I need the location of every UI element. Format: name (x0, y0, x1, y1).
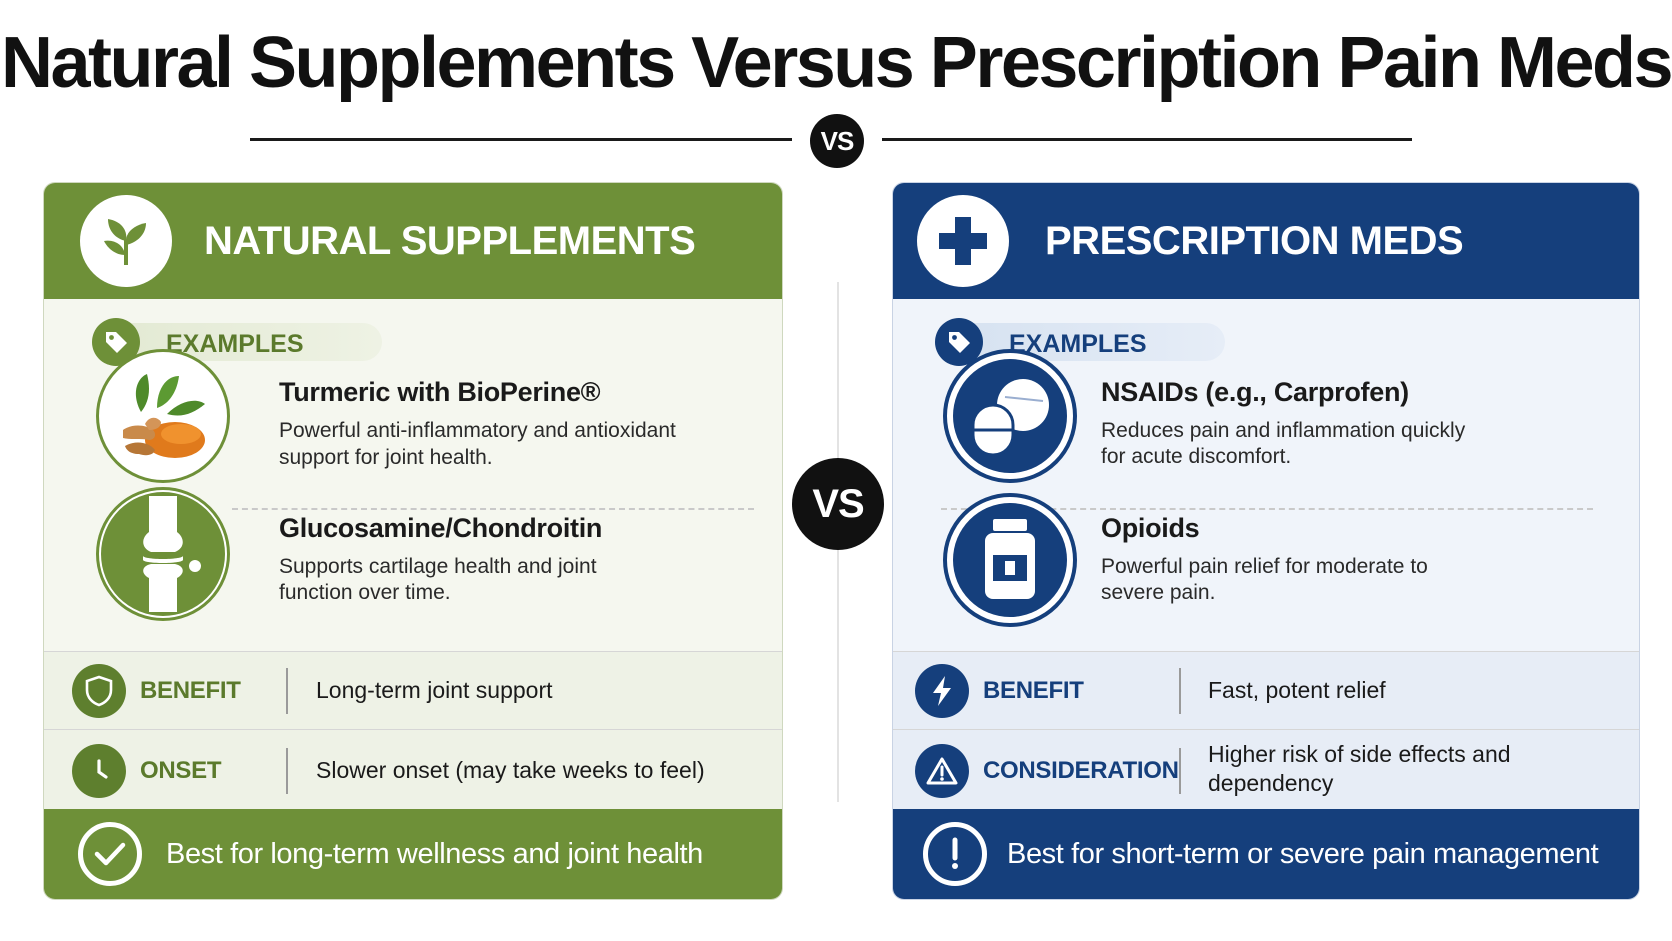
glucosamine-desc-line2: function over time. (279, 581, 451, 604)
nsaids-title: NSAIDs (e.g., Carprofen) (1101, 377, 1409, 407)
rx-consideration-value-line1: Higher risk of side effects and (1208, 741, 1511, 767)
natural-onset-row: ONSET Slower onset (may take weeks to fe… (44, 729, 782, 811)
pills-icon (943, 349, 1077, 483)
opioids-desc-line2: severe pain. (1101, 581, 1216, 604)
rx-panel-header: PRESCRIPTION MEDS (893, 183, 1639, 299)
rx-example-divider (941, 508, 1593, 510)
natural-panel-header: NATURAL SUPPLEMENTS (44, 183, 782, 299)
rx-panel-title: PRESCRIPTION MEDS (1045, 219, 1464, 263)
rx-benefit-row: BENEFIT Fast, potent relief (893, 651, 1639, 729)
natural-onset-label: ONSET (140, 757, 222, 784)
shield-icon (72, 664, 126, 718)
turmeric-image (96, 349, 230, 483)
natural-footer-text: Best for long-term wellness and joint he… (166, 838, 703, 870)
lightning-icon (915, 664, 969, 718)
turmeric-desc-line2: support for joint health. (279, 446, 493, 469)
natural-panel-title: NATURAL SUPPLEMENTS (204, 219, 696, 263)
opioids-title: Opioids (1101, 513, 1200, 543)
rx-benefit-value: Fast, potent relief (1208, 677, 1386, 703)
natural-onset-separator (286, 748, 288, 794)
pill-bottle-icon (943, 493, 1077, 627)
natural-example-divider (232, 508, 754, 510)
rx-consideration-value-line2: dependency (1208, 770, 1334, 796)
rx-benefit-separator (1179, 668, 1181, 714)
natural-benefit-row: BENEFIT Long-term joint support (44, 651, 782, 729)
natural-onset-value: Slower onset (may take weeks to feel) (316, 757, 705, 783)
glucosamine-title: Glucosamine/Chondroitin (279, 513, 603, 543)
turmeric-desc-line1: Powerful anti-inflammatory and antioxida… (279, 419, 676, 442)
natural-benefit-label: BENEFIT (140, 677, 241, 704)
title-divider-left (250, 138, 792, 141)
rx-panel-footer: Best for short-term or severe pain manag… (893, 809, 1639, 899)
natural-benefit-separator (286, 668, 288, 714)
turmeric-title: Turmeric with BioPerine® (279, 377, 601, 407)
vs-badge-small: VS (810, 114, 864, 168)
rx-example-opioids: Opioids Powerful pain relief for moderat… (893, 493, 1639, 633)
rx-consideration-row: CONSIDERATION Higher risk of side effect… (893, 729, 1639, 811)
page-title: Natural Supplements Versus Prescription … (0, 23, 1672, 103)
prescription-meds-panel: PRESCRIPTION MEDS EXAMPLES NSAIDs (e.g.,… (892, 182, 1640, 900)
rx-benefit-label: BENEFIT (983, 677, 1084, 704)
rx-footer-text: Best for short-term or severe pain manag… (1007, 838, 1599, 870)
title-divider-right (882, 138, 1412, 141)
leaf-icon (80, 195, 172, 287)
rx-consideration-separator (1179, 748, 1181, 794)
natural-benefit-value: Long-term joint support (316, 677, 553, 703)
natural-supplements-panel: NATURAL SUPPLEMENTS EXAMPLES Turmeric wi (43, 182, 783, 900)
warning-icon (915, 744, 969, 798)
checkmark-icon (78, 822, 142, 886)
nsaids-desc-line2: for acute discomfort. (1101, 445, 1292, 468)
nsaids-desc-line1: Reduces pain and inflammation quickly (1101, 419, 1466, 442)
medical-cross-icon (917, 195, 1009, 287)
natural-panel-footer: Best for long-term wellness and joint he… (44, 809, 782, 899)
knee-joint-icon (96, 487, 230, 621)
opioids-desc-line1: Powerful pain relief for moderate to (1101, 555, 1428, 578)
clock-icon (72, 744, 126, 798)
natural-example-turmeric: Turmeric with BioPerine® Powerful anti-i… (44, 349, 782, 489)
exclamation-icon (923, 822, 987, 886)
rx-example-nsaids: NSAIDs (e.g., Carprofen) Reduces pain an… (893, 349, 1639, 493)
rx-consideration-label: CONSIDERATION (983, 757, 1179, 784)
glucosamine-desc-line1: Supports cartilage health and joint (279, 555, 597, 578)
vs-badge-large: VS (792, 458, 884, 550)
natural-example-glucosamine: Glucosamine/Chondroitin Supports cartila… (44, 487, 782, 627)
